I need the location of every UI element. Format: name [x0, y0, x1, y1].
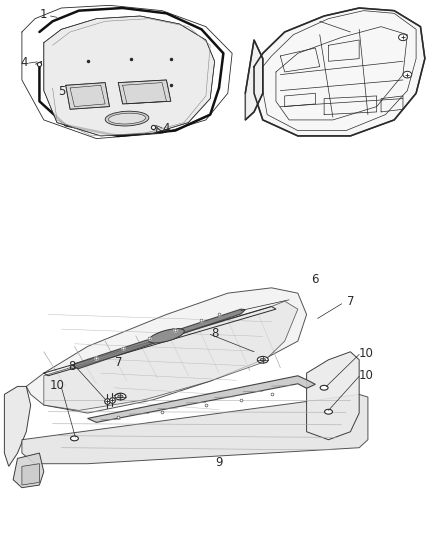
Polygon shape — [26, 288, 307, 413]
Polygon shape — [245, 40, 263, 120]
Ellipse shape — [325, 409, 332, 414]
Polygon shape — [88, 376, 315, 422]
Text: 4: 4 — [162, 123, 170, 135]
Polygon shape — [66, 83, 110, 109]
Polygon shape — [13, 453, 44, 488]
Ellipse shape — [260, 358, 265, 361]
Ellipse shape — [71, 436, 78, 441]
Ellipse shape — [118, 395, 123, 398]
Text: 4: 4 — [20, 56, 28, 69]
Polygon shape — [74, 309, 245, 369]
Polygon shape — [118, 80, 171, 104]
Polygon shape — [44, 301, 298, 410]
Text: 10: 10 — [49, 379, 64, 392]
Text: 6: 6 — [311, 273, 319, 286]
Polygon shape — [44, 16, 215, 136]
Ellipse shape — [399, 34, 407, 41]
Ellipse shape — [109, 113, 145, 124]
Polygon shape — [22, 464, 39, 485]
Text: 8: 8 — [69, 360, 76, 373]
Text: 7: 7 — [346, 295, 354, 308]
Ellipse shape — [320, 385, 328, 390]
Text: 5: 5 — [58, 85, 65, 98]
Ellipse shape — [257, 357, 268, 363]
Ellipse shape — [403, 71, 412, 78]
Text: 1: 1 — [40, 8, 48, 21]
Ellipse shape — [148, 329, 184, 343]
Text: 10: 10 — [358, 369, 373, 382]
Text: 7: 7 — [114, 356, 122, 369]
Polygon shape — [4, 386, 31, 466]
Polygon shape — [22, 394, 368, 464]
Ellipse shape — [105, 111, 149, 126]
Ellipse shape — [115, 393, 126, 400]
Polygon shape — [254, 8, 425, 136]
Text: 10: 10 — [358, 347, 373, 360]
Polygon shape — [307, 352, 359, 440]
Text: 8: 8 — [211, 327, 218, 340]
Text: 9: 9 — [215, 456, 223, 469]
